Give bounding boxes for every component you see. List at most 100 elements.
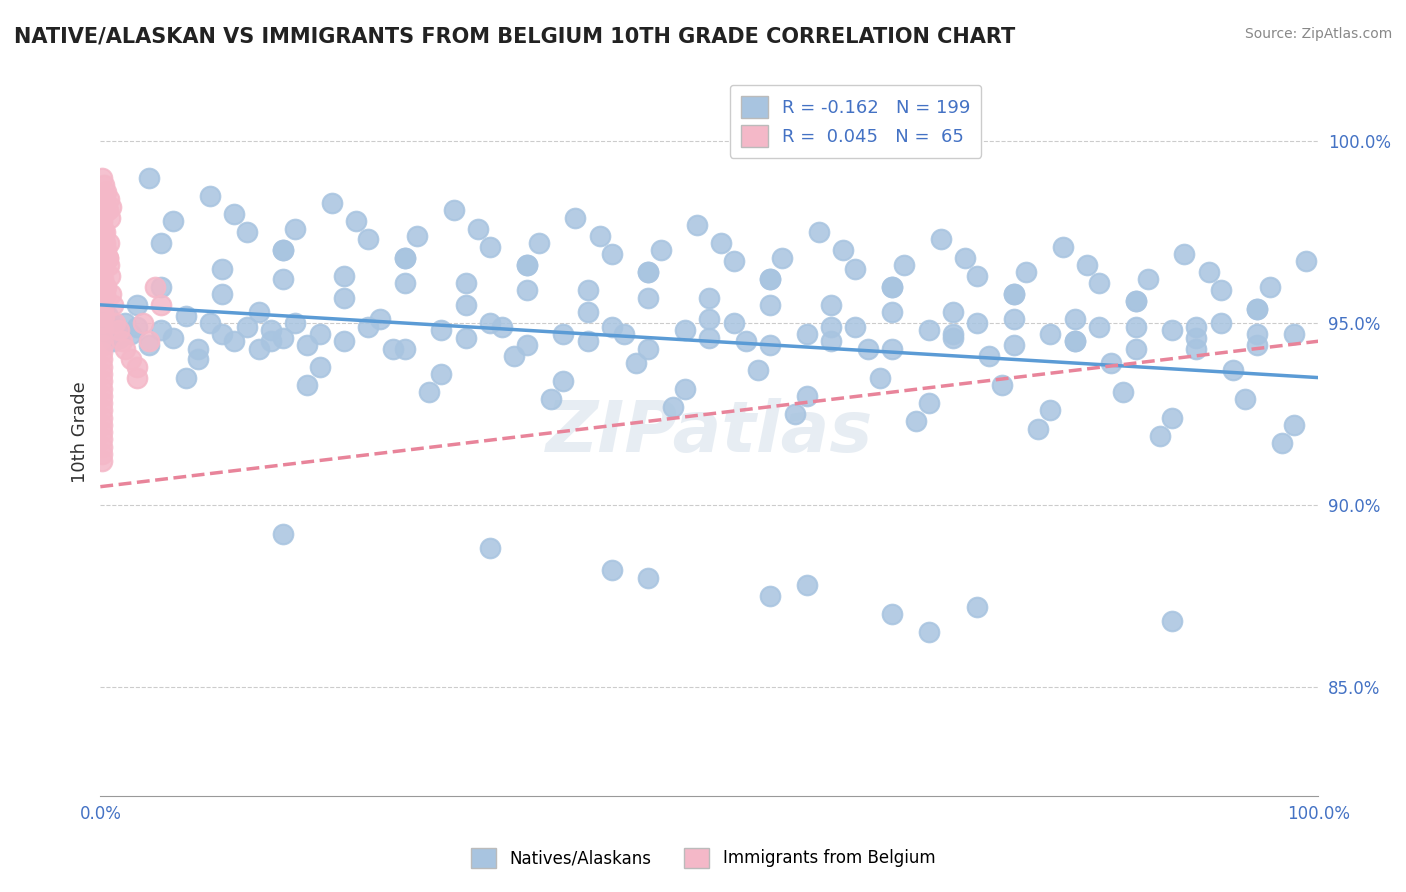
Point: [150, 235, 173, 250]
Point: [820, 319, 842, 334]
Point: [308, 359, 330, 374]
Point: [96, 185, 118, 199]
Point: [662, 400, 685, 414]
Point: [107, 330, 129, 344]
Point: [516, 338, 538, 352]
Point: [637, 342, 659, 356]
Point: [1185, 330, 1208, 344]
Point: [734, 334, 756, 349]
Point: [966, 316, 988, 330]
Point: [917, 323, 939, 337]
Point: [479, 316, 502, 330]
Point: [104, 316, 127, 330]
Point: [1039, 403, 1062, 417]
Point: [97, 309, 120, 323]
Point: [333, 268, 356, 283]
Point: [979, 349, 1001, 363]
Point: [97, 251, 120, 265]
Point: [942, 330, 965, 344]
Point: [93, 312, 115, 326]
Point: [553, 326, 575, 341]
Point: [90, 389, 112, 403]
Point: [844, 319, 866, 334]
Point: [333, 334, 356, 349]
Point: [1246, 338, 1268, 352]
Point: [100, 200, 122, 214]
Point: [321, 196, 343, 211]
Point: [869, 370, 891, 384]
Point: [90, 207, 112, 221]
Point: [97, 326, 120, 341]
Point: [271, 527, 294, 541]
Point: [491, 319, 513, 334]
Point: [966, 599, 988, 614]
Point: [893, 258, 915, 272]
Point: [1063, 334, 1085, 349]
Point: [260, 334, 283, 349]
Point: [90, 425, 112, 439]
Point: [211, 287, 233, 301]
Point: [589, 228, 612, 243]
Point: [104, 323, 127, 337]
Point: [138, 170, 160, 185]
Point: [1112, 385, 1135, 400]
Point: [430, 323, 453, 337]
Point: [540, 392, 562, 407]
Point: [406, 228, 429, 243]
Point: [796, 578, 818, 592]
Point: [198, 316, 221, 330]
Point: [90, 382, 112, 396]
Point: [100, 287, 122, 301]
Point: [357, 232, 380, 246]
Point: [111, 334, 134, 349]
Point: [98, 316, 121, 330]
Point: [162, 214, 184, 228]
Point: [917, 396, 939, 410]
Point: [247, 305, 270, 319]
Text: NATIVE/ALASKAN VS IMMIGRANTS FROM BELGIUM 10TH GRADE CORRELATION CHART: NATIVE/ALASKAN VS IMMIGRANTS FROM BELGIU…: [14, 27, 1015, 46]
Point: [880, 607, 903, 621]
Point: [454, 330, 477, 344]
Point: [723, 316, 745, 330]
Point: [91, 305, 114, 319]
Point: [626, 356, 648, 370]
Point: [673, 323, 696, 337]
Point: [370, 312, 392, 326]
Point: [576, 283, 599, 297]
Point: [553, 374, 575, 388]
Point: [90, 367, 112, 381]
Point: [1185, 342, 1208, 356]
Point: [759, 589, 782, 603]
Point: [1246, 301, 1268, 316]
Point: [613, 326, 636, 341]
Point: [138, 338, 160, 352]
Point: [1136, 272, 1159, 286]
Point: [125, 298, 148, 312]
Point: [1295, 254, 1317, 268]
Point: [710, 235, 733, 250]
Point: [120, 326, 142, 341]
Point: [600, 319, 623, 334]
Point: [132, 316, 155, 330]
Point: [394, 251, 416, 265]
Point: [637, 265, 659, 279]
Point: [198, 188, 221, 202]
Point: [747, 363, 769, 377]
Point: [820, 298, 842, 312]
Point: [97, 203, 120, 218]
Point: [96, 319, 118, 334]
Point: [90, 832, 112, 847]
Point: [929, 232, 952, 246]
Point: [1258, 279, 1281, 293]
Point: [1002, 287, 1025, 301]
Point: [97, 193, 120, 207]
Point: [90, 417, 112, 432]
Point: [125, 370, 148, 384]
Point: [98, 268, 121, 283]
Point: [224, 207, 246, 221]
Point: [91, 188, 114, 202]
Point: [297, 338, 319, 352]
Point: [1099, 356, 1122, 370]
Point: [953, 251, 976, 265]
Point: [686, 218, 709, 232]
